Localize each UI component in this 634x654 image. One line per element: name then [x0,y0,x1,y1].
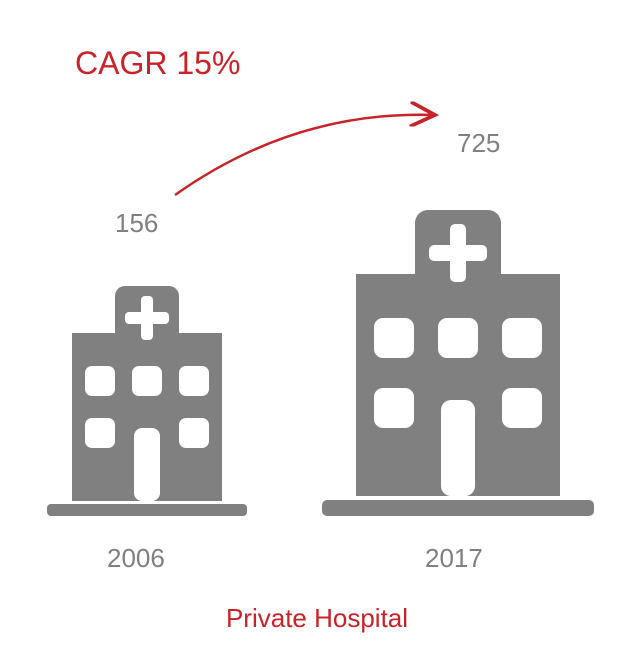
hospital-icon-2006 [37,258,257,518]
cagr-title: CAGR 15% [75,45,240,82]
year-2017: 2017 [425,543,483,574]
value-2017: 725 [457,128,500,159]
hospital-icon-2017 [310,178,606,518]
chart-title: Private Hospital [0,603,634,634]
value-2006: 156 [115,208,158,239]
year-2006: 2006 [107,543,165,574]
